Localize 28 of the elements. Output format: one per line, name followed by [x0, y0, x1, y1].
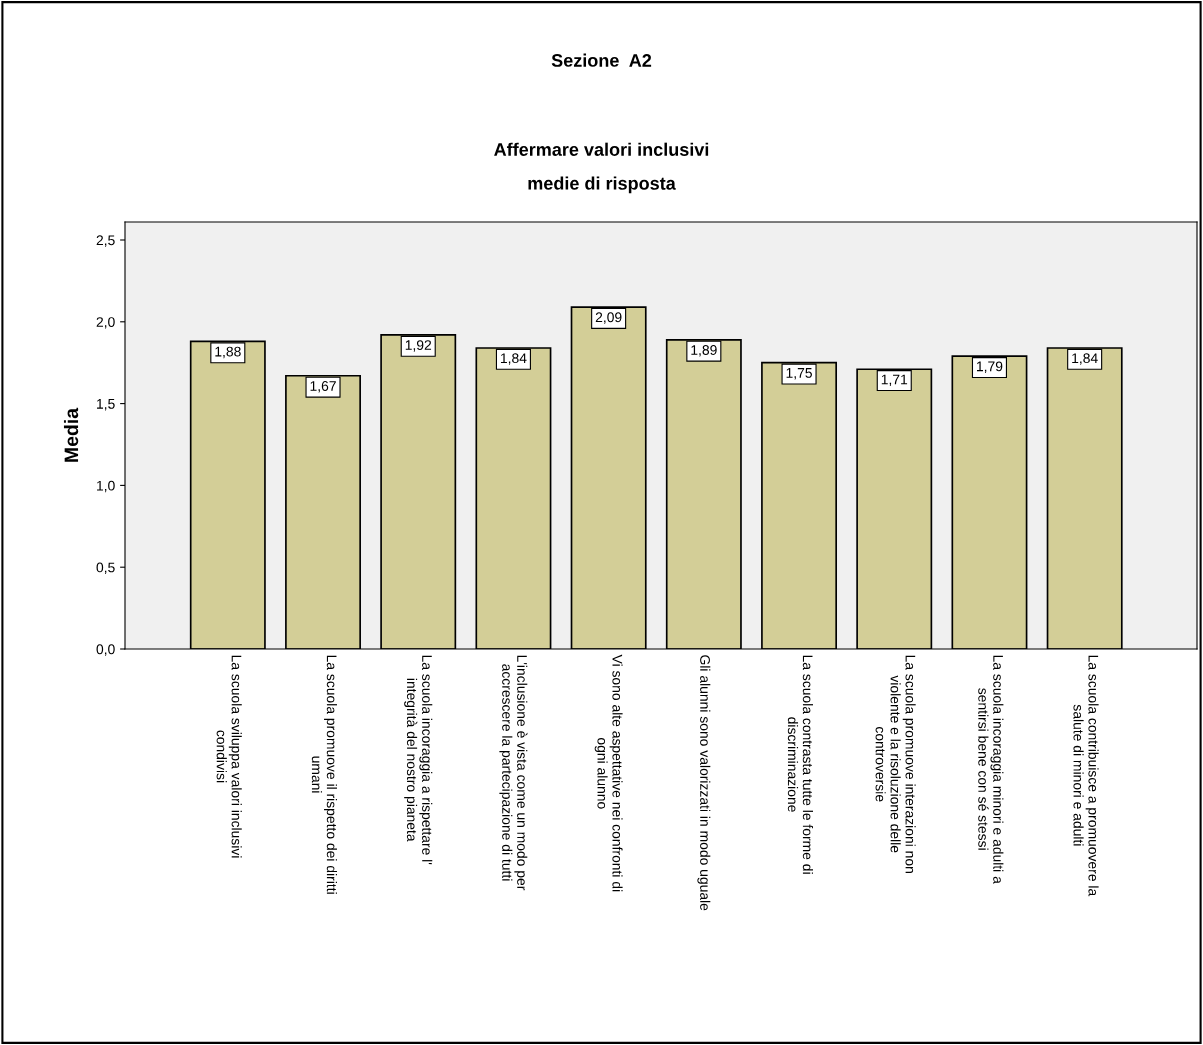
y-tick-label: 0,5 — [96, 562, 115, 575]
x-tick-label: La scuola promuove interazioni non violente e la risoluzione delle controversie — [875, 655, 916, 873]
data-label: 1,79 — [977, 361, 1003, 373]
data-label: 1,89 — [691, 345, 717, 357]
data-label: 1,75 — [786, 368, 812, 380]
y-tick-label: 2,0 — [96, 317, 115, 329]
data-label: 1,88 — [215, 346, 241, 359]
x-tick-label: Gli alunni sono valorizzati in modo uguale — [697, 655, 711, 911]
chart-title: Sezione A2 — [551, 53, 652, 67]
y-axis-title: Media — [63, 407, 79, 462]
x-tick-label: L'inclusione è vista come un modo per accrescere la partecipazione di tutti — [499, 655, 528, 891]
x-tick-label: La scuola contribuisce a promuovere la salute di minori e adulti — [1073, 655, 1099, 897]
data-label: 1,92 — [405, 340, 432, 352]
x-tick-label: La scuola incoraggia a rispettare l' integrità del nostro pianeta — [404, 655, 433, 865]
x-tick-label: La scuola contrasta tutte le forme di discriminazione — [787, 655, 813, 874]
x-tick-label: Vi sono alte aspettative nei confronti di ogni alunno — [594, 654, 623, 892]
y-tick-label: 0,0 — [96, 644, 115, 656]
y-tick-label: 1,0 — [97, 480, 115, 493]
y-tick-label: 2,5 — [96, 235, 115, 247]
x-tick-label: La scuola sviluppa valori inclusivi condivisi — [216, 655, 242, 858]
data-label: 1,71 — [881, 374, 908, 386]
data-label: 1,84 — [500, 353, 527, 365]
y-tick-label: 1,5 — [97, 399, 115, 411]
x-tick-label: La scuola promuove il rispetto dei diritti umani — [311, 655, 337, 894]
chart-subtitle: Affermare valori inclusivi medie di risposta — [494, 142, 709, 194]
data-label: 1,84 — [1072, 353, 1098, 365]
data-label: 2,09 — [595, 312, 622, 324]
data-label: 1,67 — [310, 381, 336, 393]
